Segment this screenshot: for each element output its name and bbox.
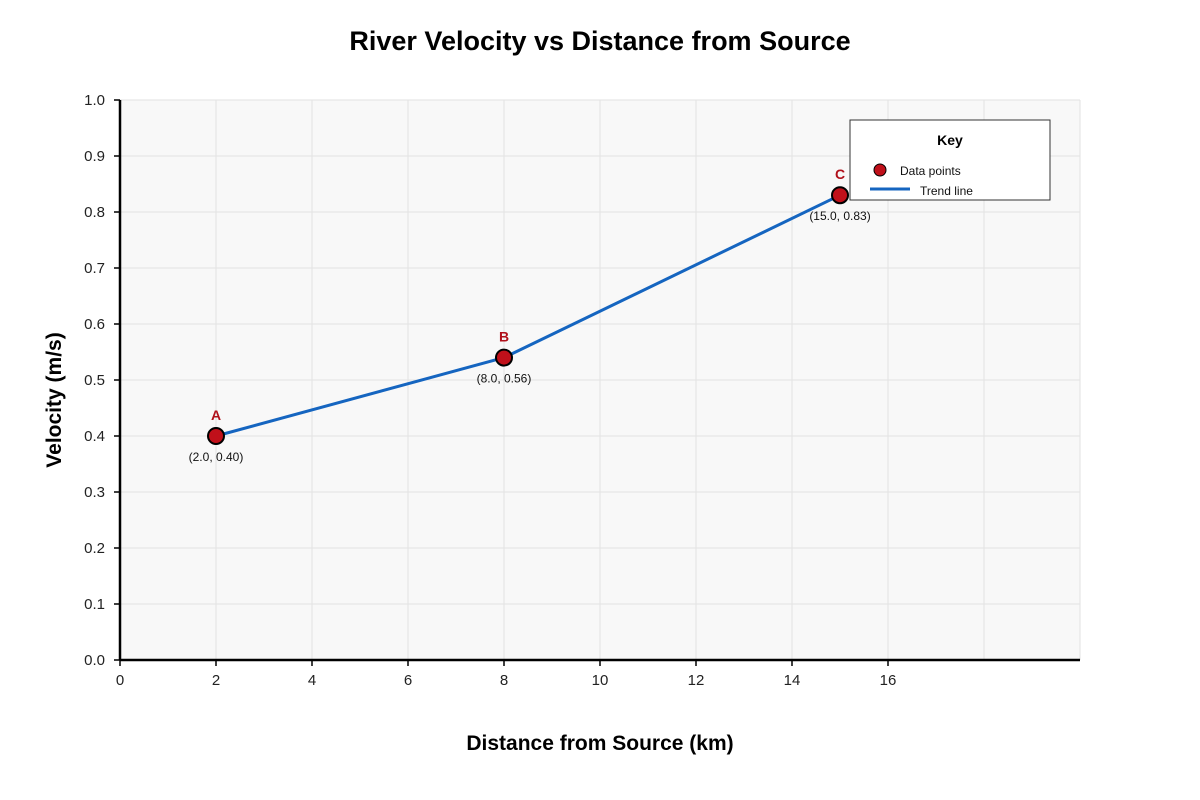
x-tick-label: 0 (116, 672, 124, 689)
y-tick-label: 0.0 (84, 652, 105, 669)
x-tick-label: 12 (688, 672, 705, 689)
x-tick-label: 10 (592, 672, 609, 689)
y-tick-label: 0.5 (84, 372, 105, 389)
y-tick-label: 0.3 (84, 484, 105, 501)
legend-box (849, 119, 1051, 201)
x-tick-label: 8 (500, 672, 508, 689)
y-tick-label: 0.1 (84, 596, 105, 613)
chart-title: River Velocity vs Distance from Source (349, 26, 850, 56)
legend-entry-trend-line: Trend line (920, 184, 973, 198)
y-tick-label: 0.2 (84, 540, 105, 557)
x-tick-label: 14 (784, 672, 801, 689)
data-point-b (495, 348, 513, 367)
point-label-a: A (211, 407, 221, 423)
x-tick-label: 2 (212, 672, 220, 689)
legend-title: Key (937, 132, 963, 148)
y-tick-label: 0.7 (84, 260, 105, 277)
point-label-c: C (835, 166, 845, 182)
y-tick-label: 0.9 (84, 148, 105, 165)
coord-label-c: (15.0, 0.83) (809, 209, 870, 223)
y-tick-label: 1.0 (84, 92, 105, 109)
x-axis-label: Distance from Source (km) (466, 732, 733, 755)
data-point-c (831, 186, 849, 205)
legend-point-marker (873, 163, 887, 177)
y-tick-label: 0.8 (84, 204, 105, 221)
coord-label-a: (2.0, 0.40) (189, 450, 244, 464)
x-tick-label: 4 (308, 672, 316, 689)
y-tick-label: 0.4 (84, 428, 105, 445)
x-tick-label: 16 (880, 672, 897, 689)
y-axis-label: Velocity (m/s) (43, 332, 66, 467)
coord-label-b: (8.0, 0.56) (477, 372, 532, 386)
legend-entry-data-points: Data points (900, 164, 961, 178)
point-label-b: B (499, 329, 509, 345)
x-tick-label: 6 (404, 672, 412, 689)
legend: Key Data points Trend line (849, 119, 1051, 201)
data-point-a (207, 427, 225, 445)
y-tick-label: 0.6 (84, 316, 105, 333)
